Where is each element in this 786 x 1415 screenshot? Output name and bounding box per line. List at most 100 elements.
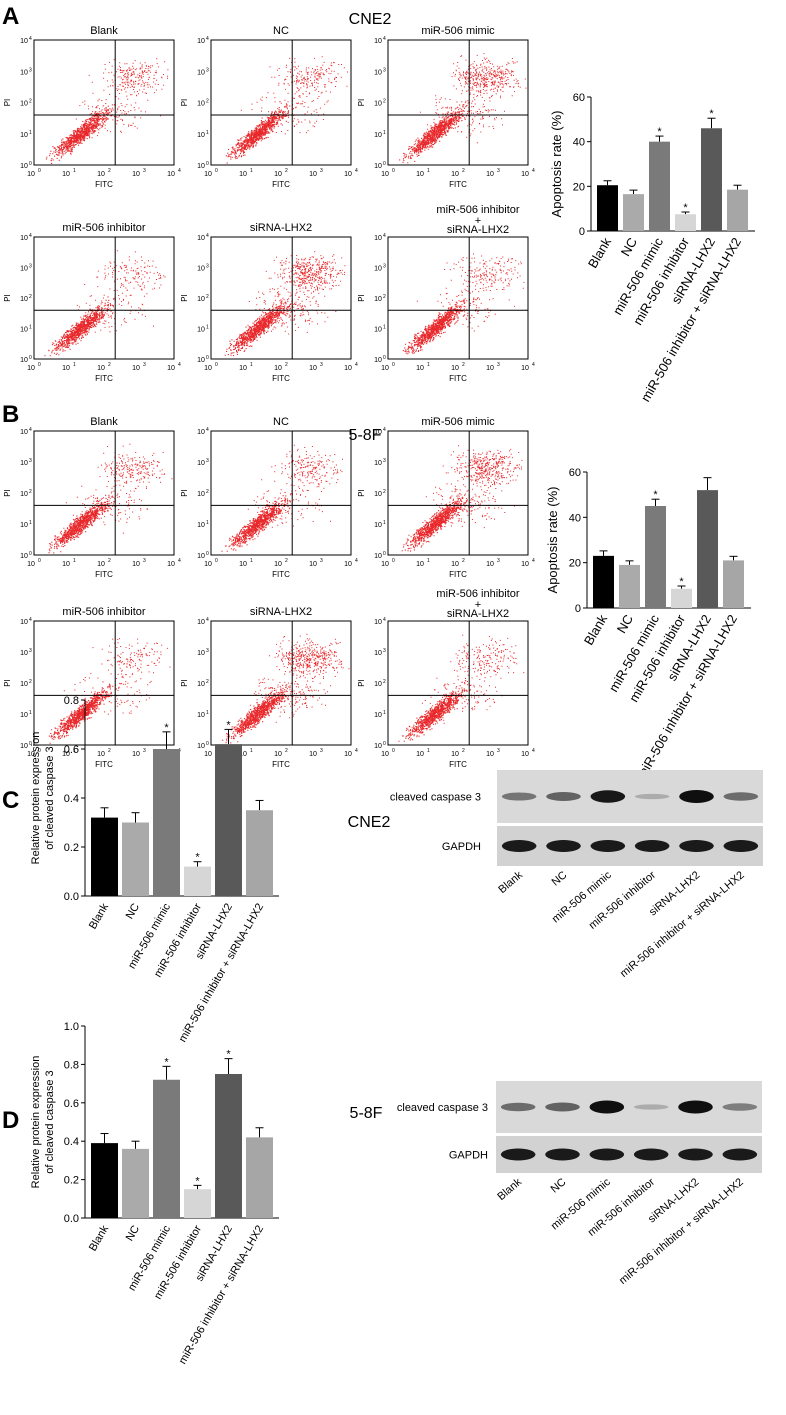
y-tick-label: 10 xyxy=(20,460,28,467)
caspase-band xyxy=(633,1104,669,1110)
x-tick-label: 10 xyxy=(204,561,212,568)
x-tick-label: 10 xyxy=(27,561,35,568)
y-tick-label: 10 xyxy=(374,522,382,529)
gapdh-band xyxy=(678,1148,713,1161)
significance-star: * xyxy=(683,202,688,214)
y-tick-exponent: 0 xyxy=(29,355,32,361)
flow-dot-cloud xyxy=(44,250,166,357)
flow-plot-title: NC xyxy=(273,416,289,428)
caspase-band xyxy=(634,793,670,800)
y-tick-label: 10 xyxy=(20,101,28,108)
gapdh-band xyxy=(723,840,759,852)
caspase-band xyxy=(590,790,626,803)
x-tick-exponent: 3 xyxy=(497,168,500,174)
flow-dot-cloud xyxy=(222,633,350,744)
y-tick-label: 10 xyxy=(374,460,382,467)
flow-dots xyxy=(398,634,525,742)
y-tick-exponent: 2 xyxy=(206,294,209,300)
x-tick-label: 10 xyxy=(344,365,352,372)
y-tick-label: 10 xyxy=(20,491,28,498)
x-tick-exponent: 1 xyxy=(73,748,76,754)
x-tick-label: 10 xyxy=(521,171,529,178)
panel-letter-a: A xyxy=(2,3,19,30)
flow-plot-frame xyxy=(210,430,352,556)
gapdh-band xyxy=(545,1148,580,1161)
y-tick-label: 10 xyxy=(197,132,205,139)
x-tick-label: 10 xyxy=(486,751,494,758)
y-tick-label: 0 xyxy=(579,226,585,238)
x-tick-label: 10 xyxy=(521,365,529,372)
y-tick-label: 10 xyxy=(197,235,205,242)
flow-plot-frame xyxy=(33,236,175,360)
y-tick-exponent: 2 xyxy=(383,489,386,495)
x-tick-label: 10 xyxy=(274,561,282,568)
y-tick-exponent: 2 xyxy=(383,294,386,300)
x-tick-label: 10 xyxy=(204,365,212,372)
x-tick-exponent: 2 xyxy=(108,558,111,564)
flow-dot-cloud xyxy=(221,444,343,552)
y-tick-label: 10 xyxy=(197,296,205,303)
y-tick-label: 10 xyxy=(197,681,205,688)
flow-dot-cloud xyxy=(224,251,346,357)
x-tick-label: 10 xyxy=(309,561,317,568)
bar-1 xyxy=(91,817,118,896)
caspase-band xyxy=(723,792,759,801)
x-tick-exponent: 4 xyxy=(355,362,358,368)
gapdh-band xyxy=(634,840,670,852)
bar-3 xyxy=(153,749,180,896)
x-tick-exponent: 4 xyxy=(532,748,535,754)
y-tick-exponent: 4 xyxy=(29,233,32,239)
y-tick-exponent: 1 xyxy=(206,520,209,526)
gapdh-band xyxy=(589,1148,625,1161)
x-tick-label: 10 xyxy=(97,171,105,178)
x-tick-label: 10 xyxy=(451,751,459,758)
bar-3 xyxy=(649,141,670,231)
y-tick-label: 10 xyxy=(20,650,28,657)
x-axis-label: FITC xyxy=(95,570,113,579)
y-tick-exponent: 4 xyxy=(206,427,209,433)
y-axis-label: PI xyxy=(357,679,366,687)
y-tick-exponent: 4 xyxy=(206,233,209,239)
flow-dots xyxy=(225,56,348,164)
flow-dot-cloud xyxy=(225,56,348,164)
y-tick-label: 1.0 xyxy=(64,1021,79,1033)
caspase-band xyxy=(545,1102,580,1112)
x-tick-exponent: 3 xyxy=(143,748,146,754)
flow-plot-b-5: siRNA-LHX2100100101101102102103103104104… xyxy=(180,606,358,769)
flow-dot-cloud xyxy=(48,443,173,554)
x-tick-label: 10 xyxy=(451,365,459,372)
flow-dot-cloud xyxy=(401,445,523,552)
bar-5 xyxy=(215,1074,242,1218)
x-tick-exponent: 4 xyxy=(355,558,358,564)
y-tick-label: 10 xyxy=(20,429,28,436)
y-tick-label: 10 xyxy=(374,743,382,750)
y-tick-label: 10 xyxy=(197,101,205,108)
x-tick-exponent: 0 xyxy=(215,168,218,174)
bar-3 xyxy=(153,1079,180,1218)
y-tick-label: 10 xyxy=(374,650,382,657)
x-tick-exponent: 1 xyxy=(250,362,253,368)
y-tick-label: 10 xyxy=(20,163,28,170)
flow-plot-title: siRNA-LHX2 xyxy=(250,222,312,234)
y-tick-exponent: 1 xyxy=(29,130,32,136)
bar-6 xyxy=(727,189,748,231)
y-tick-exponent: 3 xyxy=(206,264,209,270)
bar-chart-c: 0.0 0.2 0.4 0.6 0.8 Relative protein expressi… xyxy=(30,695,279,1044)
blot-lane-label: Blank xyxy=(495,1176,524,1203)
y-tick-label: 10 xyxy=(197,266,205,273)
flow-plot-frame xyxy=(387,430,529,556)
x-axis-label: FITC xyxy=(272,760,290,769)
bar-4 xyxy=(184,1189,211,1218)
significance-star: * xyxy=(679,576,684,588)
y-axis-label: PI xyxy=(3,679,12,687)
x-tick-label: 10 xyxy=(344,171,352,178)
y-tick-label: 40 xyxy=(573,137,585,149)
x-axis-label: FITC xyxy=(95,180,113,189)
y-tick-exponent: 3 xyxy=(206,648,209,654)
x-tick-exponent: 1 xyxy=(250,168,253,174)
x-tick-label: 10 xyxy=(309,751,317,758)
flow-dots xyxy=(401,445,523,552)
y-axis-label-line2: of cleaved caspase 3 xyxy=(44,746,56,849)
